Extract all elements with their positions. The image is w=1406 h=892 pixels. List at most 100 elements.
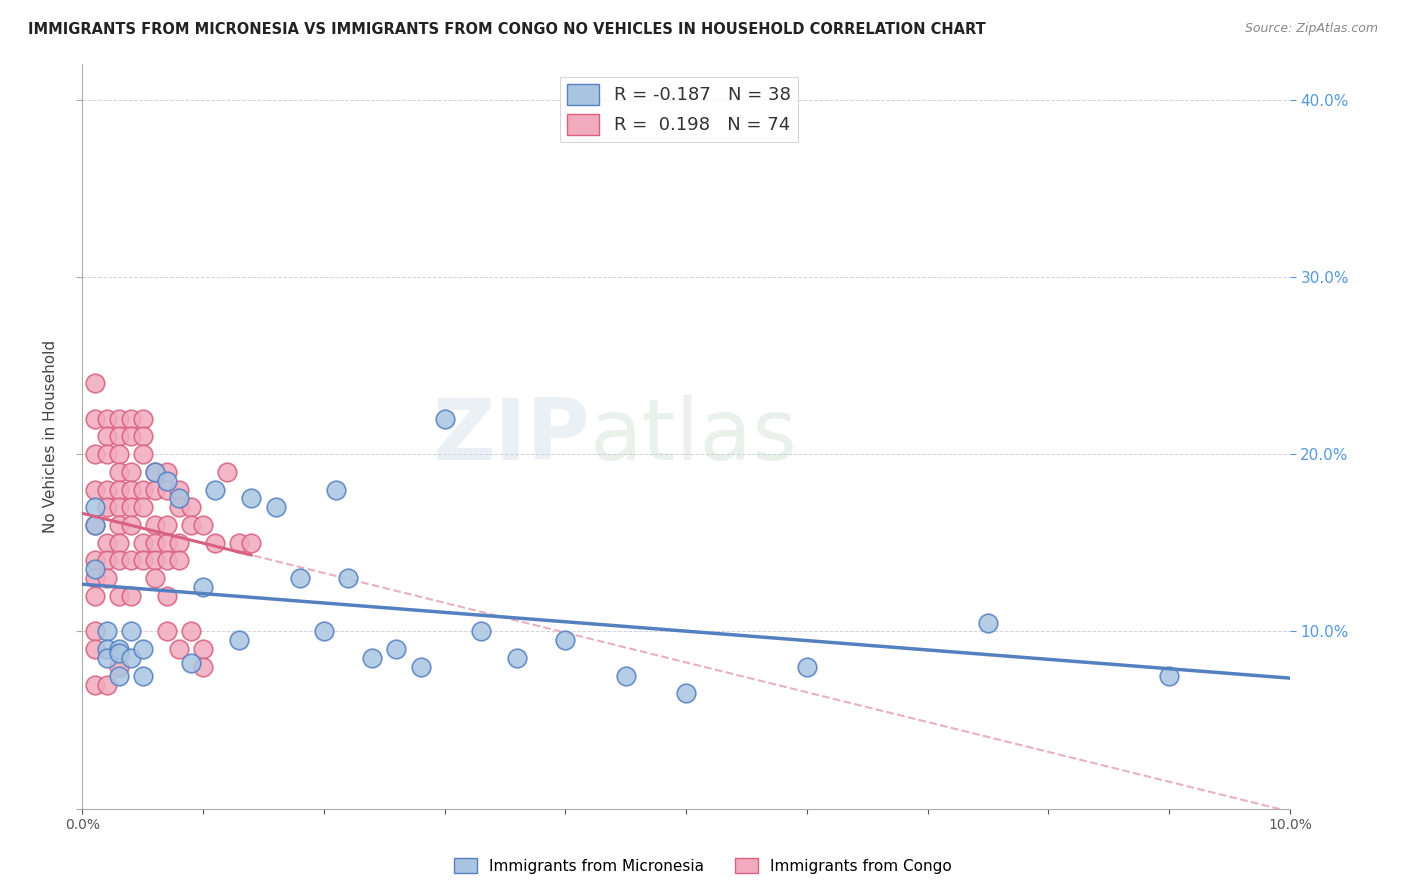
- Point: [228, 633, 250, 648]
- Point: [675, 686, 697, 700]
- Point: [143, 465, 166, 479]
- Point: [167, 535, 190, 549]
- Point: [120, 429, 142, 443]
- Point: [325, 483, 347, 497]
- Point: [288, 571, 311, 585]
- Point: [107, 553, 129, 567]
- Point: [83, 642, 105, 657]
- Point: [107, 500, 129, 515]
- Point: [167, 553, 190, 567]
- Point: [156, 553, 179, 567]
- Point: [193, 518, 215, 533]
- Point: [107, 669, 129, 683]
- Point: [240, 535, 263, 549]
- Point: [132, 553, 155, 567]
- Point: [312, 624, 335, 639]
- Point: [1159, 669, 1181, 683]
- Point: [156, 474, 179, 488]
- Point: [83, 677, 105, 691]
- Point: [132, 447, 155, 461]
- Point: [107, 483, 129, 497]
- Point: [180, 500, 202, 515]
- Point: [143, 465, 166, 479]
- Point: [96, 447, 118, 461]
- Point: [264, 500, 287, 515]
- Point: [470, 624, 492, 639]
- Legend: R = -0.187   N = 38, R =  0.198   N = 74: R = -0.187 N = 38, R = 0.198 N = 74: [560, 77, 797, 142]
- Text: IMMIGRANTS FROM MICRONESIA VS IMMIGRANTS FROM CONGO NO VEHICLES IN HOUSEHOLD COR: IMMIGRANTS FROM MICRONESIA VS IMMIGRANTS…: [28, 22, 986, 37]
- Point: [167, 483, 190, 497]
- Point: [156, 535, 179, 549]
- Point: [433, 411, 456, 425]
- Point: [228, 535, 250, 549]
- Point: [83, 518, 105, 533]
- Point: [120, 589, 142, 603]
- Point: [193, 660, 215, 674]
- Point: [83, 624, 105, 639]
- Point: [120, 500, 142, 515]
- Point: [143, 571, 166, 585]
- Point: [96, 429, 118, 443]
- Point: [180, 624, 202, 639]
- Point: [193, 642, 215, 657]
- Point: [167, 642, 190, 657]
- Point: [156, 465, 179, 479]
- Point: [977, 615, 1000, 630]
- Point: [83, 562, 105, 576]
- Point: [83, 553, 105, 567]
- Point: [83, 500, 105, 515]
- Point: [143, 518, 166, 533]
- Point: [107, 411, 129, 425]
- Point: [132, 669, 155, 683]
- Point: [83, 483, 105, 497]
- Point: [120, 483, 142, 497]
- Point: [132, 535, 155, 549]
- Point: [107, 429, 129, 443]
- Point: [96, 535, 118, 549]
- Point: [385, 642, 408, 657]
- Point: [96, 651, 118, 665]
- Point: [107, 465, 129, 479]
- Point: [180, 518, 202, 533]
- Point: [83, 411, 105, 425]
- Point: [361, 651, 384, 665]
- Point: [409, 660, 432, 674]
- Point: [107, 518, 129, 533]
- Legend: Immigrants from Micronesia, Immigrants from Congo: Immigrants from Micronesia, Immigrants f…: [449, 852, 957, 880]
- Point: [83, 571, 105, 585]
- Point: [180, 657, 202, 671]
- Point: [796, 660, 818, 674]
- Point: [83, 589, 105, 603]
- Point: [120, 624, 142, 639]
- Point: [506, 651, 529, 665]
- Point: [83, 376, 105, 391]
- Y-axis label: No Vehicles in Household: No Vehicles in Household: [44, 340, 58, 533]
- Point: [156, 624, 179, 639]
- Point: [96, 483, 118, 497]
- Point: [143, 553, 166, 567]
- Point: [554, 633, 576, 648]
- Point: [217, 465, 239, 479]
- Point: [83, 518, 105, 533]
- Point: [120, 553, 142, 567]
- Point: [132, 500, 155, 515]
- Point: [83, 447, 105, 461]
- Point: [132, 483, 155, 497]
- Point: [132, 411, 155, 425]
- Point: [132, 429, 155, 443]
- Point: [156, 518, 179, 533]
- Point: [96, 642, 118, 657]
- Point: [120, 465, 142, 479]
- Point: [120, 651, 142, 665]
- Point: [167, 491, 190, 506]
- Text: atlas: atlas: [589, 395, 797, 478]
- Point: [107, 589, 129, 603]
- Point: [96, 624, 118, 639]
- Point: [156, 589, 179, 603]
- Point: [204, 483, 226, 497]
- Point: [107, 646, 129, 660]
- Point: [96, 571, 118, 585]
- Point: [193, 580, 215, 594]
- Point: [132, 642, 155, 657]
- Point: [120, 411, 142, 425]
